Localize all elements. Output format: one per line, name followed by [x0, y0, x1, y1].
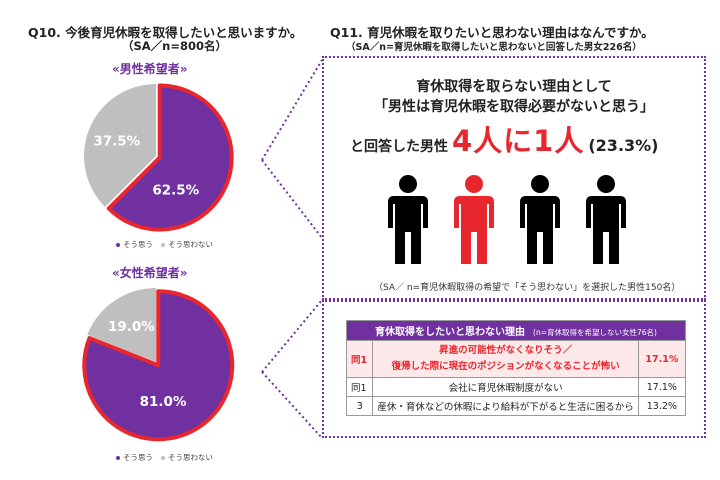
male-box-emphasis: 4人に1人: [452, 124, 585, 158]
male-box-line2: 「男性は育児休暇を取得必要がないと思う」: [374, 99, 654, 115]
pie-slice-disagree: [87, 288, 156, 362]
legend-item-disagree: そう思わない: [161, 452, 213, 463]
female-chart-title: «女性希望者»: [112, 266, 188, 280]
row-rank: 同1: [345, 377, 374, 397]
person-icon: [454, 175, 494, 264]
legend-item-agree: そう思う: [116, 452, 153, 463]
male-box-line3: と回答した男性 4人に1人 (23.3%): [350, 118, 659, 160]
row-reason: 昇進の可能性がなくなりそう／ 復帰した際に現在のポジションがなくなることが怖い: [372, 340, 639, 378]
male-box-percentage: (23.3%): [588, 136, 659, 155]
male-box-note: （SA／ n=育児休暇取得の希望で「そう思わない」を選択した男性150名）: [374, 283, 681, 293]
table-header-note: (n=育休取得を希望しない女性76名): [533, 328, 657, 337]
q10-title: Q10. 今後育児休暇を取得したいと思いますか。: [28, 25, 303, 40]
male-reason-box: 育休取得を取らない理由として 「男性は育児休暇を取得必要がないと思う」 と回答し…: [322, 56, 706, 300]
row-reason-line2: 復帰した際に現在のポジションがなくなることが怖い: [391, 361, 620, 372]
male-pie-chart: 62.5% 37.5%: [84, 83, 234, 232]
male-box-line1: 育休取得を取らない理由として: [416, 79, 612, 95]
row-percentage: 13.2%: [637, 396, 687, 416]
person-icon: [586, 175, 626, 264]
table-row: 同1 昇進の可能性がなくなりそう／ 復帰した際に現在のポジションがなくなることが…: [345, 340, 687, 378]
pie-label-agree: 81.0%: [140, 394, 187, 410]
connector-female-top: [261, 299, 323, 373]
pie-slice-agree: [82, 289, 235, 442]
row-reason: 会社に育児休暇制度がない: [372, 377, 639, 397]
row-rank: 同1: [345, 340, 374, 378]
connector-female-bottom: [261, 371, 323, 439]
pie-slice-agree: [106, 83, 234, 232]
male-box-line3-pre: と回答した男性: [350, 139, 448, 155]
row-percentage: 17.1%: [637, 340, 687, 378]
row-reason: 産休・育休などの休暇により給料が下がると生活に困るから: [372, 396, 639, 416]
female-pie-legend: そう思う そう思わない: [116, 452, 213, 463]
pie-label-disagree: 19.0%: [108, 319, 155, 335]
connector-male-top: [261, 59, 323, 161]
row-reason-line1: 昇進の可能性がなくなりそう／: [439, 345, 573, 356]
female-pie-chart: 81.0% 19.0%: [82, 288, 235, 442]
male-pie-legend: そう思う そう思わない: [116, 239, 213, 250]
q10-subtitle: （SA／n=800名）: [122, 39, 228, 53]
male-chart-title: «男性希望者»: [112, 62, 188, 76]
female-reason-table: 育休取得をしたいと思わない理由 (n=育休取得を希望しない女性76名) 同1 昇進…: [345, 320, 687, 416]
person-icon: [388, 175, 428, 264]
table-header: 育休取得をしたいと思わない理由: [375, 327, 526, 338]
pie-slice-disagree: [84, 83, 156, 207]
row-rank: 3: [345, 396, 374, 416]
table-row: 3 産休・育休などの休暇により給料が下がると生活に困るから 13.2%: [345, 396, 687, 416]
q11-subtitle: （SA／n=育児休暇を取得したいと思わないと回答した男女226名）: [346, 42, 642, 53]
person-icon: [520, 175, 560, 264]
table-header-row: 育休取得をしたいと思わない理由 (n=育休取得を希望しない女性76名): [346, 320, 686, 341]
row-percentage: 17.1%: [637, 377, 687, 397]
legend-item-disagree: そう思わない: [161, 239, 213, 250]
pie-label-disagree: 37.5%: [93, 134, 140, 150]
legend-item-agree: そう思う: [116, 239, 153, 250]
q11-title: Q11. 育児休暇を取りたいと思わない理由はなんですか。: [330, 25, 654, 40]
connector-male-bottom: [261, 159, 323, 239]
table-row: 同1 会社に育児休暇制度がない 17.1%: [345, 377, 687, 397]
female-reason-box: 育休取得をしたいと思わない理由 (n=育休取得を希望しない女性76名) 同1 昇進…: [322, 300, 706, 438]
pie-label-agree: 62.5%: [152, 182, 199, 198]
